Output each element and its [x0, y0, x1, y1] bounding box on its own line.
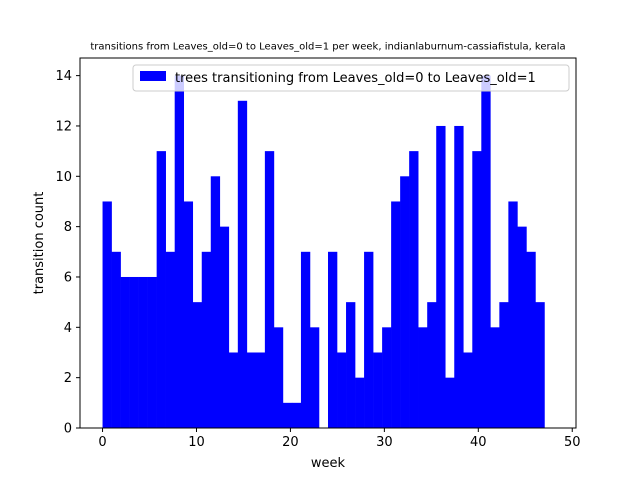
bar	[517, 226, 527, 428]
bar	[418, 327, 428, 428]
x-tick-label: 10	[188, 435, 205, 450]
bar	[300, 251, 311, 428]
y-tick-label: 8	[64, 220, 72, 235]
bar	[427, 302, 437, 428]
y-axis-label: transition count	[32, 192, 47, 295]
bar	[156, 151, 166, 428]
bar	[228, 352, 239, 428]
legend-label: trees transitioning from Leaves_old=0 to…	[175, 71, 536, 86]
x-tick-label: 30	[376, 435, 393, 450]
bar	[210, 176, 221, 428]
bar	[129, 276, 139, 428]
bar	[273, 327, 284, 428]
bar	[463, 352, 473, 428]
bar	[309, 327, 320, 428]
bar	[138, 276, 148, 428]
bar	[391, 201, 401, 428]
plot-frame	[79, 57, 577, 429]
y-tick-label: 14	[55, 69, 72, 84]
bar	[373, 352, 383, 428]
bar	[454, 125, 464, 429]
bars-group	[102, 75, 545, 429]
bar	[237, 100, 248, 428]
y-tick-label: 4	[64, 321, 72, 336]
y-tick-label: 0	[64, 422, 72, 437]
x-tick-label: 20	[282, 435, 299, 450]
bar	[183, 201, 194, 428]
bar	[436, 125, 446, 429]
bar	[472, 151, 482, 428]
bar	[192, 302, 203, 428]
bar	[481, 75, 491, 428]
bar	[174, 75, 185, 428]
x-tick-label: 0	[98, 435, 106, 450]
bar	[147, 276, 157, 428]
bar	[255, 352, 266, 428]
bar	[120, 276, 130, 428]
bar	[291, 402, 302, 428]
bar	[490, 327, 500, 428]
y-axis-ticks: 0 2 4 6 8 10 12 14	[55, 69, 80, 437]
bar	[264, 151, 275, 428]
bar	[445, 377, 455, 428]
bar	[409, 151, 419, 428]
bar	[219, 226, 230, 428]
chart-title: transitions from Leaves_old=0 to Leaves_…	[90, 42, 565, 53]
bar	[400, 176, 410, 428]
y-tick-label: 2	[64, 371, 72, 386]
bar	[328, 251, 338, 428]
bar	[282, 402, 293, 428]
x-tick-label: 50	[564, 435, 581, 450]
bar	[337, 352, 347, 428]
y-tick-label: 12	[55, 119, 72, 134]
bar	[246, 352, 257, 428]
bar	[535, 302, 545, 428]
bar	[382, 327, 392, 428]
bar	[355, 377, 365, 428]
bar	[364, 251, 374, 428]
bar	[499, 302, 509, 428]
bar	[526, 251, 536, 428]
bar	[508, 201, 518, 428]
y-tick-label: 10	[55, 170, 72, 185]
legend-box	[132, 64, 570, 92]
legend-swatch	[140, 71, 166, 81]
x-tick-label: 40	[470, 435, 487, 450]
bar	[165, 251, 175, 428]
bar	[111, 251, 121, 428]
y-tick-label: 6	[64, 270, 72, 285]
bar	[346, 302, 356, 428]
x-axis-label: week	[311, 456, 346, 471]
x-axis-ticks: 0 10 20 30 40 50	[98, 428, 581, 450]
bar	[201, 251, 212, 428]
bar	[102, 201, 112, 428]
legend: trees transitioning from Leaves_old=0 to…	[132, 64, 570, 92]
